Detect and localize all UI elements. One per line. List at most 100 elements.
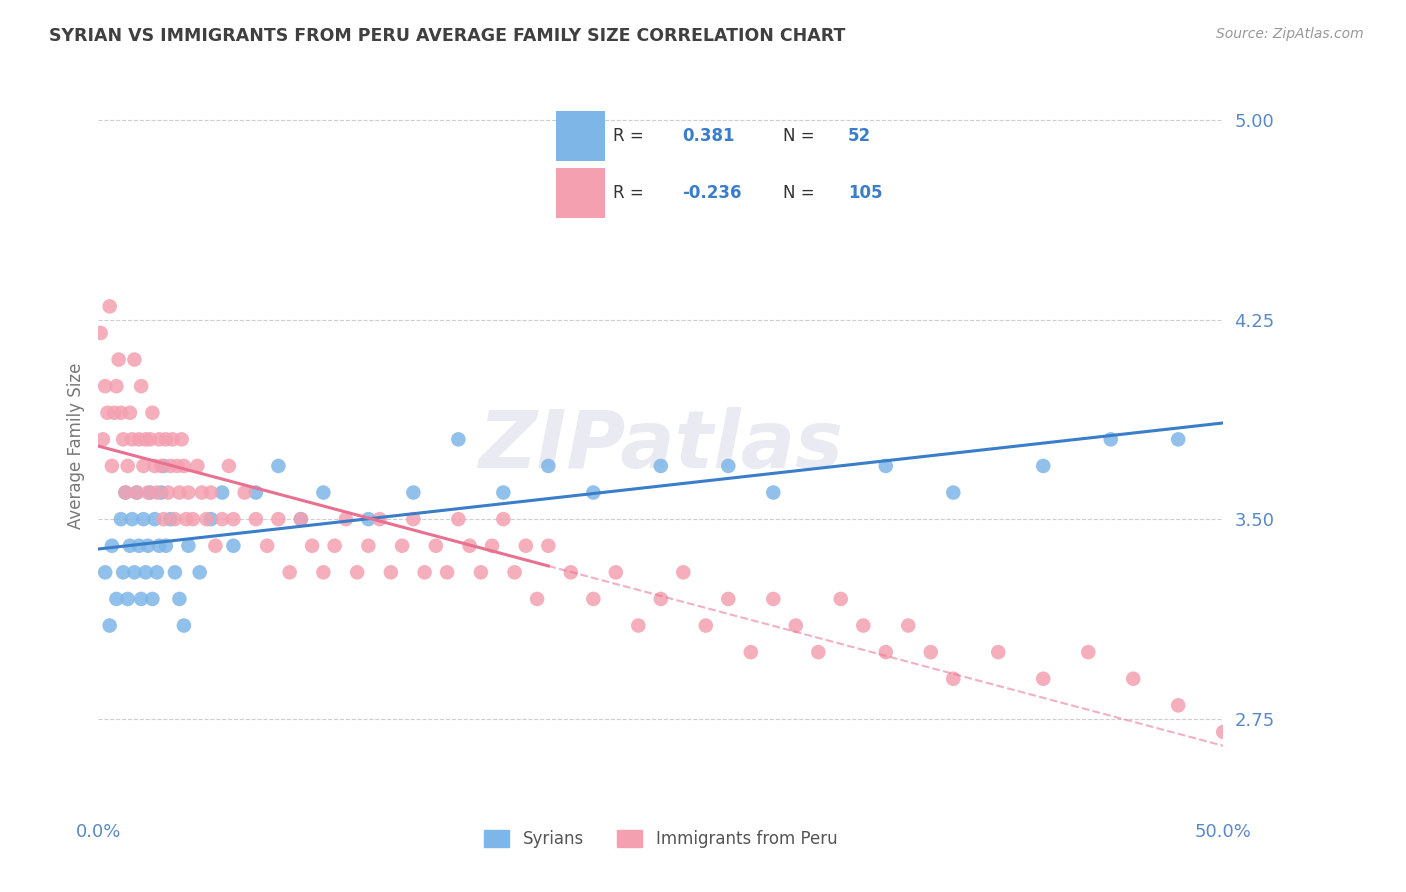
Point xyxy=(112,433,135,447)
Point xyxy=(148,433,170,447)
Legend: Syrians, Immigrants from Peru: Syrians, Immigrants from Peru xyxy=(478,823,844,855)
Point xyxy=(875,458,897,473)
Point xyxy=(290,512,312,526)
Point xyxy=(125,485,148,500)
Point xyxy=(177,485,200,500)
Point xyxy=(117,591,139,606)
Point xyxy=(211,485,233,500)
Point xyxy=(447,512,470,526)
Point xyxy=(402,512,425,526)
Point xyxy=(222,539,245,553)
Point xyxy=(278,566,301,580)
Point xyxy=(650,591,672,606)
Point xyxy=(503,566,526,580)
Point xyxy=(169,591,191,606)
Point xyxy=(141,591,163,606)
Point xyxy=(139,485,162,500)
Point xyxy=(357,539,380,553)
Point xyxy=(191,485,214,500)
Point xyxy=(346,566,368,580)
Point xyxy=(481,539,503,553)
Point xyxy=(897,618,920,632)
Point xyxy=(560,566,582,580)
Point xyxy=(152,512,174,526)
Text: ZIPatlas: ZIPatlas xyxy=(478,407,844,485)
Point xyxy=(312,566,335,580)
Point xyxy=(830,591,852,606)
Point xyxy=(132,512,155,526)
Point xyxy=(1032,672,1054,686)
Point xyxy=(143,512,166,526)
Point xyxy=(101,539,124,553)
Point xyxy=(118,406,141,420)
Point xyxy=(121,512,143,526)
Point xyxy=(112,566,135,580)
Point xyxy=(114,485,136,500)
Point xyxy=(627,618,650,632)
Point xyxy=(91,433,114,447)
Point xyxy=(110,406,132,420)
Point xyxy=(1077,645,1099,659)
Text: SYRIAN VS IMMIGRANTS FROM PERU AVERAGE FAMILY SIZE CORRELATION CHART: SYRIAN VS IMMIGRANTS FROM PERU AVERAGE F… xyxy=(49,27,845,45)
Point xyxy=(211,512,233,526)
Point xyxy=(155,433,177,447)
Point xyxy=(267,512,290,526)
Point xyxy=(143,458,166,473)
Point xyxy=(177,539,200,553)
Point xyxy=(1392,831,1406,846)
Point xyxy=(323,539,346,553)
Point xyxy=(470,566,492,580)
Point xyxy=(98,618,121,632)
Point xyxy=(368,512,391,526)
Point xyxy=(105,379,128,393)
Point xyxy=(163,566,186,580)
Point xyxy=(135,566,157,580)
Point xyxy=(537,539,560,553)
Y-axis label: Average Family Size: Average Family Size xyxy=(66,363,84,529)
Point xyxy=(256,539,278,553)
Point xyxy=(169,485,191,500)
Point xyxy=(1257,751,1279,765)
Point xyxy=(195,512,218,526)
Text: Source: ZipAtlas.com: Source: ZipAtlas.com xyxy=(1216,27,1364,41)
Point xyxy=(245,512,267,526)
Point xyxy=(402,485,425,500)
Point xyxy=(94,379,117,393)
Point xyxy=(136,539,159,553)
Point xyxy=(132,458,155,473)
Point xyxy=(290,512,312,526)
Point xyxy=(118,539,141,553)
Point xyxy=(650,458,672,473)
Point xyxy=(101,458,124,473)
Point xyxy=(105,591,128,606)
Point xyxy=(492,512,515,526)
Point xyxy=(107,352,129,367)
Point xyxy=(762,485,785,500)
Point xyxy=(125,485,148,500)
Point xyxy=(672,566,695,580)
Point xyxy=(128,433,150,447)
Point xyxy=(155,539,177,553)
Point xyxy=(157,485,180,500)
Point xyxy=(526,591,548,606)
Point xyxy=(96,406,118,420)
Point xyxy=(181,512,204,526)
Point xyxy=(150,485,173,500)
Point xyxy=(785,618,807,632)
Point xyxy=(146,566,169,580)
Point xyxy=(492,485,515,500)
Point xyxy=(267,458,290,473)
Point xyxy=(139,433,162,447)
Point xyxy=(380,566,402,580)
Point xyxy=(174,512,197,526)
Point xyxy=(233,485,256,500)
Point xyxy=(159,458,181,473)
Point xyxy=(173,458,195,473)
Point xyxy=(200,512,222,526)
Point xyxy=(537,458,560,473)
Point xyxy=(1347,805,1369,819)
Point xyxy=(129,379,152,393)
Point xyxy=(186,458,208,473)
Point xyxy=(942,672,965,686)
Point xyxy=(204,539,226,553)
